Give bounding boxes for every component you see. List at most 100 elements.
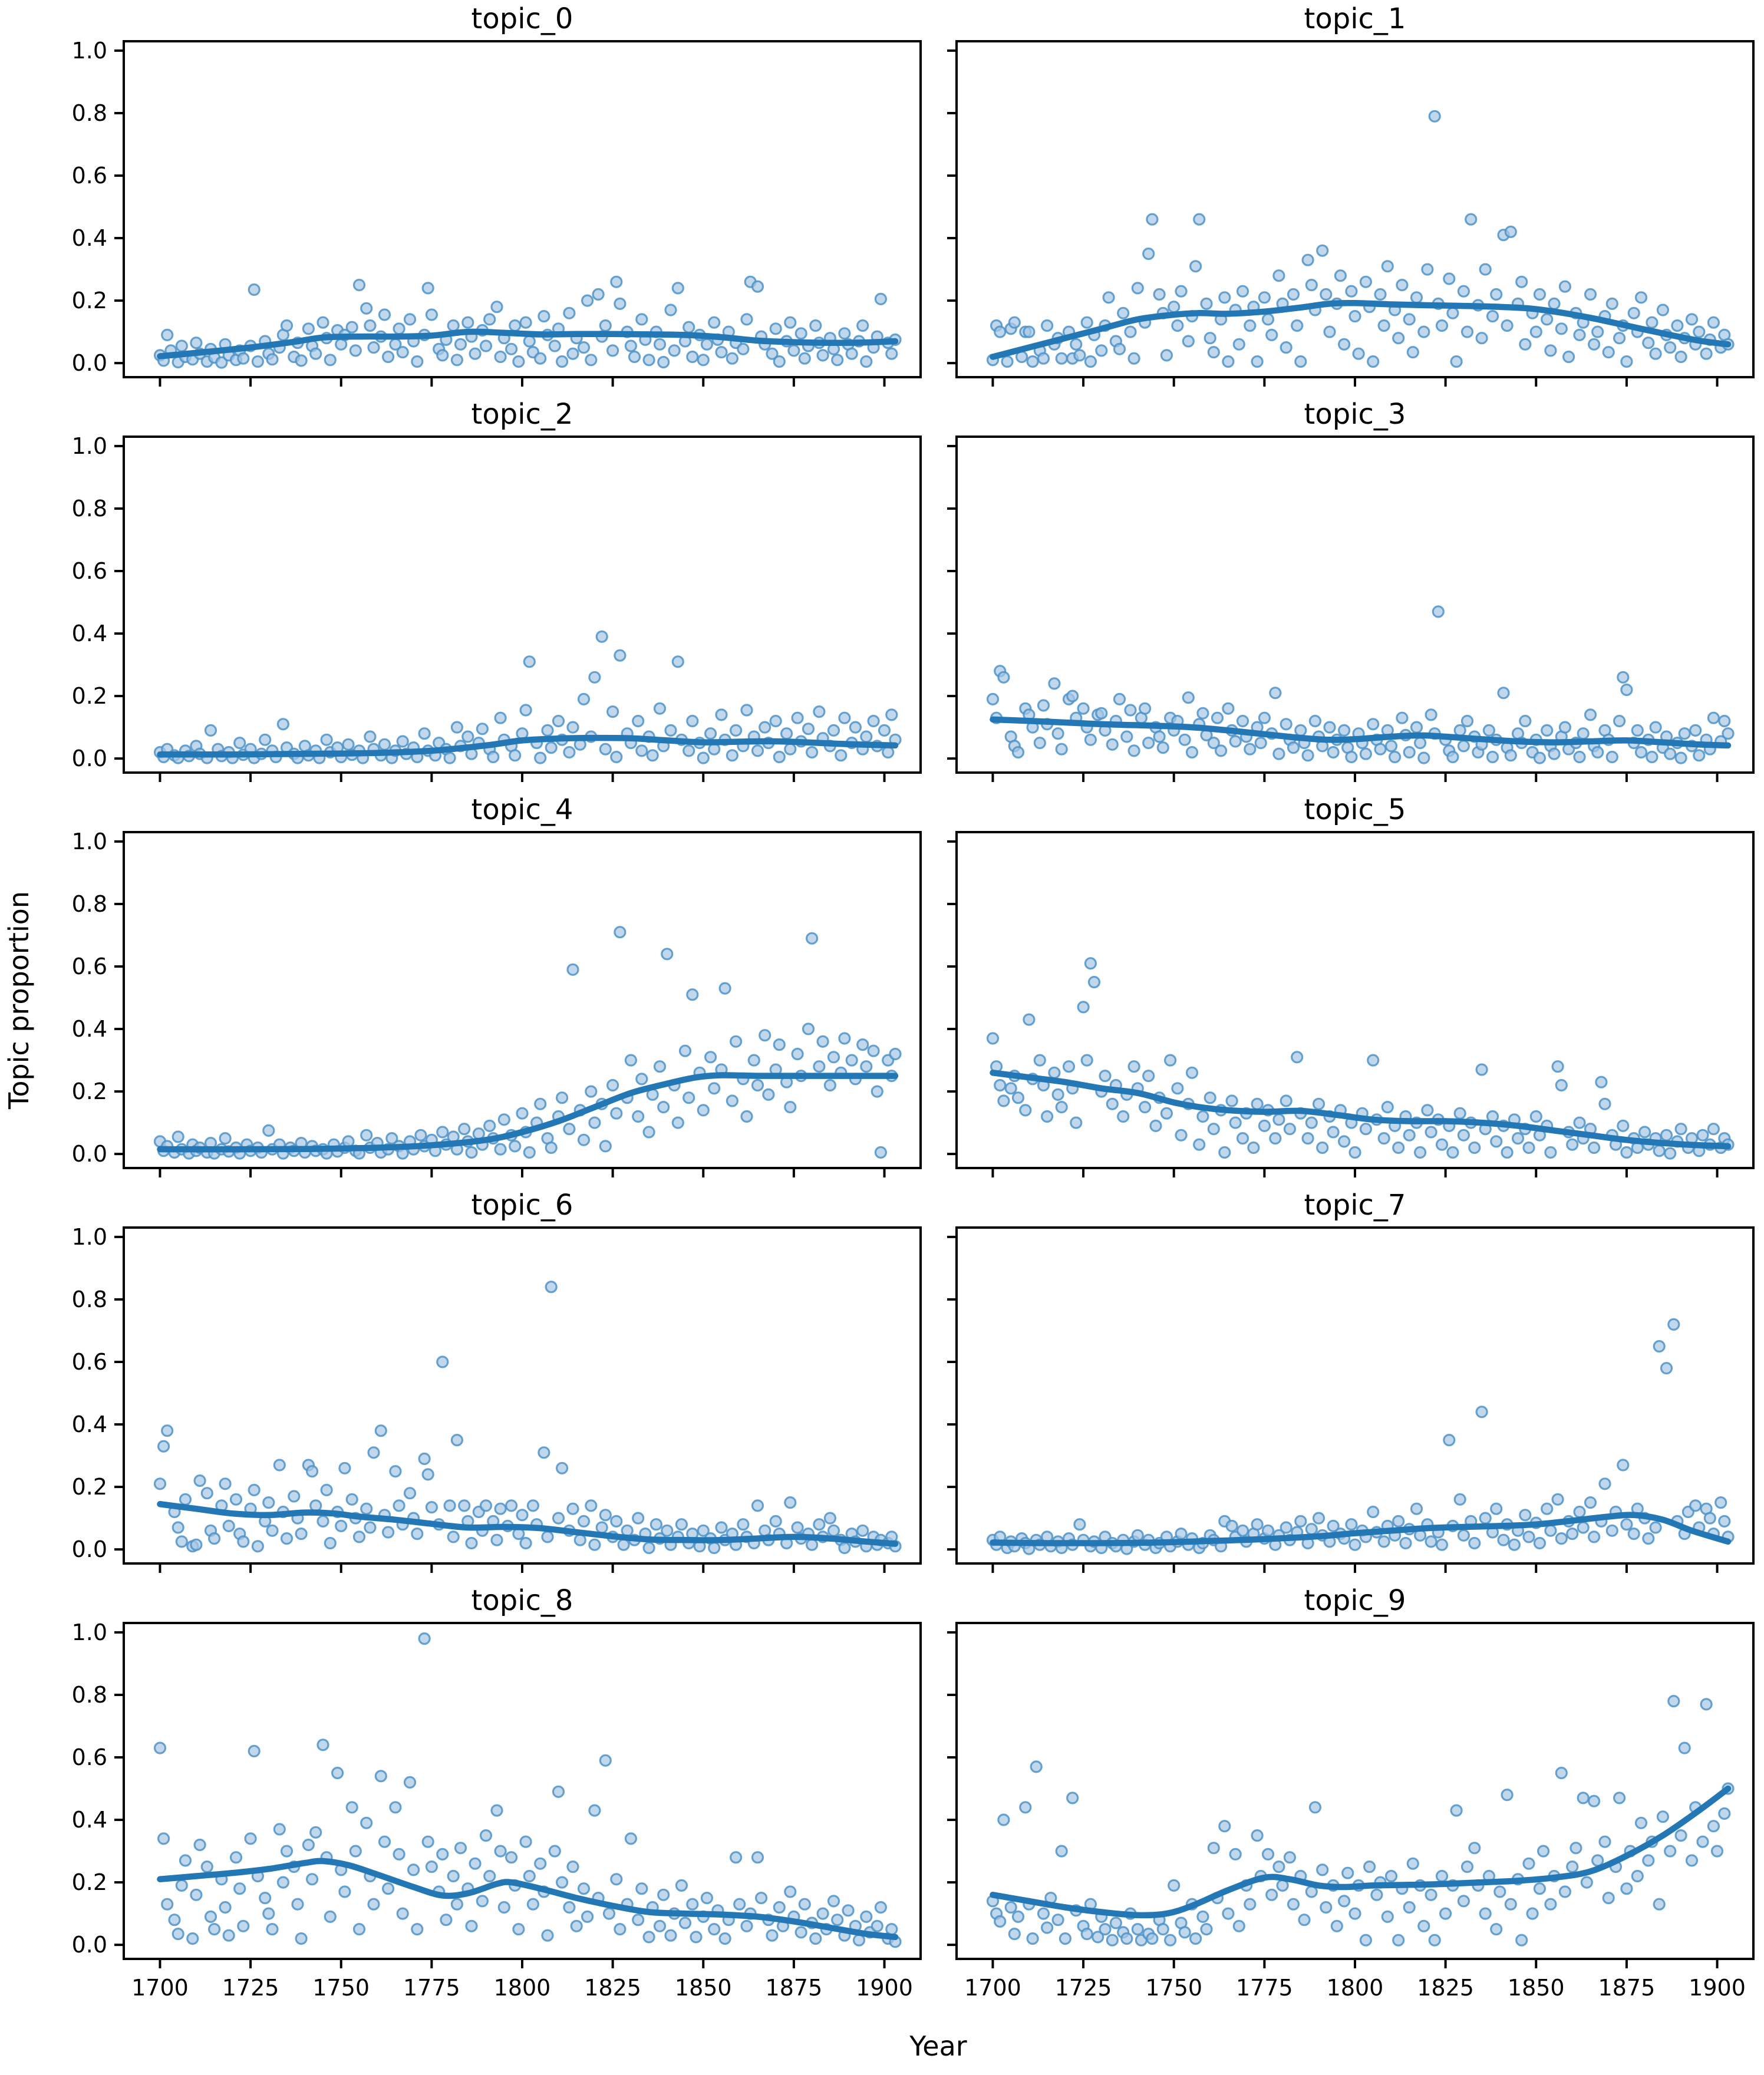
scatter-point bbox=[1490, 1923, 1503, 1936]
scatter-point bbox=[548, 1845, 561, 1858]
y-tick-label: 1.0 bbox=[72, 1224, 107, 1250]
scatter-point bbox=[1664, 1845, 1677, 1858]
scatter-point bbox=[614, 1923, 627, 1936]
scatter-point bbox=[1562, 350, 1575, 364]
scatter-point bbox=[447, 1530, 460, 1543]
scatter-point bbox=[1703, 1512, 1716, 1525]
scatter-point bbox=[266, 353, 279, 366]
scatter-point bbox=[389, 1801, 402, 1814]
scatter-point bbox=[1294, 355, 1307, 368]
scatter-point bbox=[1707, 1820, 1720, 1833]
scatter-point bbox=[1653, 1144, 1666, 1157]
scatter-point bbox=[219, 1131, 232, 1145]
scatter-point bbox=[1573, 1505, 1586, 1519]
scatter-point bbox=[1537, 1845, 1550, 1858]
scatter-point bbox=[1301, 749, 1314, 762]
scatter-point bbox=[523, 1869, 536, 1883]
scatter-point bbox=[1486, 309, 1499, 323]
scatter-point bbox=[642, 1931, 655, 1944]
scatter-point bbox=[632, 1512, 645, 1525]
scatter-point bbox=[454, 338, 467, 351]
subplot-title: topic_0 bbox=[472, 2, 573, 35]
scatter-point bbox=[1392, 1141, 1405, 1154]
scatter-point bbox=[538, 309, 550, 323]
y-tick-label: 0.8 bbox=[72, 100, 107, 126]
scatter-point bbox=[1080, 1928, 1093, 1941]
scatter-point bbox=[1320, 288, 1333, 301]
scatter-point bbox=[1251, 1829, 1264, 1842]
y-tick-label: 0.4 bbox=[72, 621, 107, 646]
scatter-point bbox=[1222, 1907, 1235, 1920]
scatter-point bbox=[1718, 714, 1731, 728]
scatter-point bbox=[1613, 332, 1626, 345]
scatter-point bbox=[483, 1869, 496, 1883]
scatter-point bbox=[610, 275, 623, 288]
scatter-point bbox=[1066, 690, 1079, 702]
scatter-point bbox=[628, 350, 641, 364]
scatter-point bbox=[986, 1032, 1000, 1045]
scatter-point bbox=[483, 313, 496, 326]
scatter-point bbox=[157, 1832, 170, 1845]
scatter-point bbox=[1269, 1131, 1282, 1145]
scatter-point bbox=[338, 1885, 351, 1898]
scatter-point bbox=[1059, 1932, 1072, 1945]
scatter-point bbox=[769, 1515, 782, 1528]
scatter-point bbox=[519, 316, 532, 329]
scatter-point bbox=[1004, 1082, 1017, 1095]
x-axis-label: Year bbox=[909, 2030, 967, 2062]
scatter-point bbox=[773, 750, 786, 764]
scatter-point bbox=[1634, 1816, 1648, 1829]
scatter-point bbox=[1348, 1538, 1361, 1551]
scatter-point bbox=[599, 319, 612, 332]
scatter-point bbox=[516, 1509, 529, 1522]
scatter-point bbox=[251, 1540, 264, 1553]
scatter-point bbox=[1642, 1854, 1655, 1867]
scatter-point bbox=[595, 1521, 608, 1534]
scatter-points bbox=[153, 1632, 902, 1948]
scatter-point bbox=[1544, 1898, 1557, 1911]
scatter-point bbox=[1591, 325, 1604, 338]
scatter-point bbox=[1667, 1318, 1680, 1331]
scatter-point bbox=[577, 1882, 591, 1895]
scatter-point bbox=[686, 714, 699, 728]
scatter-point bbox=[570, 1919, 583, 1932]
scatter-point bbox=[505, 342, 518, 355]
scatter-point bbox=[1196, 1110, 1209, 1123]
scatter-point bbox=[345, 1801, 358, 1814]
scatter-point bbox=[642, 1541, 655, 1555]
scatter-point bbox=[700, 1892, 714, 1905]
y-tick-label: 0.6 bbox=[72, 558, 107, 584]
scatter-point bbox=[1475, 332, 1488, 345]
scatter-point bbox=[1200, 1923, 1213, 1936]
scatter-point bbox=[588, 1538, 601, 1551]
scatter-point bbox=[751, 744, 764, 757]
scatter-point bbox=[1548, 747, 1561, 760]
scatter-point bbox=[1555, 1766, 1568, 1780]
y-tick-label: 0.0 bbox=[72, 350, 107, 376]
scatter-point bbox=[1631, 724, 1644, 737]
scatter-point bbox=[320, 733, 333, 746]
scatter-point bbox=[708, 1082, 721, 1095]
scatter-point bbox=[1605, 297, 1618, 311]
scatter-point bbox=[157, 1440, 170, 1453]
scatter-points bbox=[986, 957, 1735, 1160]
scatter-point bbox=[494, 1845, 507, 1858]
scatter-point bbox=[302, 322, 315, 335]
scatter-point bbox=[773, 355, 786, 368]
scatter-point bbox=[1450, 355, 1463, 368]
scatter-point bbox=[856, 1524, 869, 1537]
scatter-point bbox=[1327, 1126, 1340, 1139]
scatter-point bbox=[614, 926, 627, 939]
scatter-point bbox=[1168, 301, 1181, 314]
scatter-point bbox=[1037, 699, 1050, 712]
scatter-point bbox=[1566, 1528, 1579, 1540]
scatter-point bbox=[1529, 325, 1542, 338]
scatter-point bbox=[878, 724, 891, 737]
scatter-point bbox=[581, 294, 594, 307]
scatter-point bbox=[1367, 718, 1380, 731]
scatter-point bbox=[1138, 702, 1152, 715]
scatter-point bbox=[352, 1530, 366, 1543]
scatter-point bbox=[1244, 743, 1257, 756]
scatter-point bbox=[280, 1845, 294, 1858]
scatter-point bbox=[1345, 1518, 1358, 1531]
